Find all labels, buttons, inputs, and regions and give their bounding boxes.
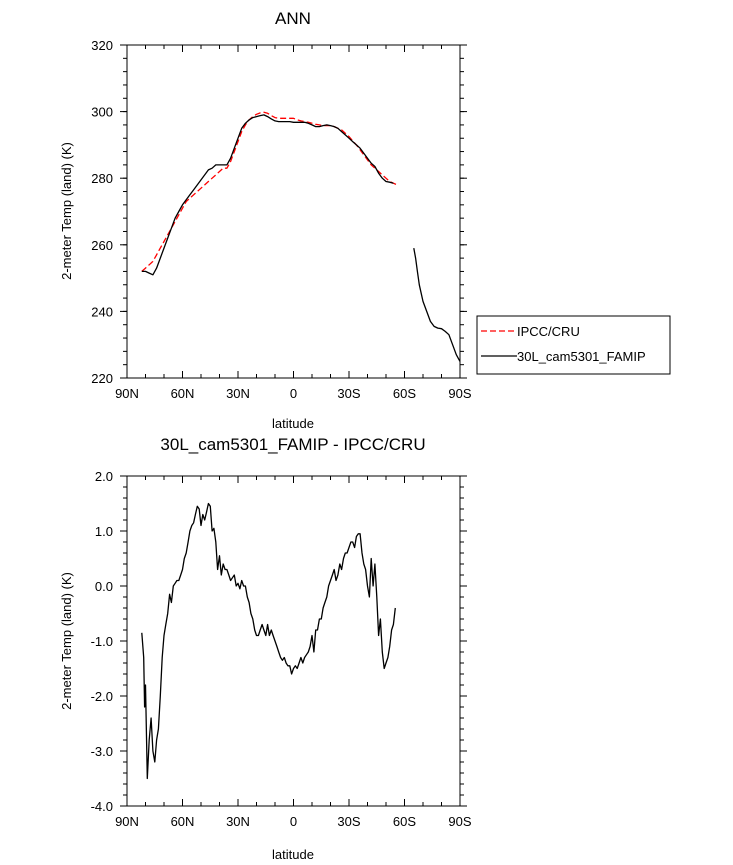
legend-label-ipcc-cru: IPCC/CRU [517, 324, 580, 339]
y-tick-label: 300 [91, 105, 113, 120]
series-line-30l-cam5301-famip [413, 247, 461, 362]
x-tick-label: 30S [337, 386, 360, 401]
legend-label-model: 30L_cam5301_FAMIP [517, 349, 646, 364]
y-tick-label: 0.0 [95, 579, 113, 594]
series-line-ipcc-cru [141, 111, 398, 272]
x-tick-label: 90N [115, 386, 139, 401]
x-tick-label: 60S [393, 814, 416, 829]
y-tick-label: -4.0 [91, 799, 113, 814]
y-tick-label: 260 [91, 238, 113, 253]
plot-frame [126, 475, 461, 807]
y-axis-label: 2-meter Temp (land) (K) [59, 572, 74, 710]
panel-annual-temperature: ANN 90N 60N 30N 0 30S 60S 90S 220 240 260 280 300 32… [59, 9, 472, 431]
y-tick-label: 280 [91, 171, 113, 186]
y-tick-label: -3.0 [91, 744, 113, 759]
y-tick-label: 1.0 [95, 524, 113, 539]
y-tick-label: -2.0 [91, 689, 113, 704]
y-tick-label: 320 [91, 38, 113, 53]
legend: IPCC/CRU 30L_cam5301_FAMIP [476, 315, 671, 375]
series-lines [141, 111, 461, 362]
x-tick-label: 30N [226, 386, 250, 401]
legend-box [476, 315, 671, 375]
x-tick-label: 0 [290, 386, 297, 401]
x-axis-label: latitude [272, 847, 314, 862]
series-lines [141, 502, 396, 780]
x-tick-label: 60N [171, 386, 195, 401]
x-tick-label: 90N [115, 814, 139, 829]
y-tick-label: 220 [91, 371, 113, 386]
y-tick-label: 2.0 [95, 469, 113, 484]
x-tick-label: 90S [448, 386, 471, 401]
series-line-30l-cam5301-famip [141, 114, 394, 276]
x-tick-label: 60S [393, 386, 416, 401]
y-tick-label: -1.0 [91, 634, 113, 649]
series-line-difference [141, 502, 396, 780]
x-tick-label: 30S [337, 814, 360, 829]
x-tick-label: 90S [448, 814, 471, 829]
y-axis-label: 2-meter Temp (land) (K) [59, 142, 74, 280]
y-tick-label: 240 [91, 304, 113, 319]
plot-frame [126, 44, 461, 379]
panel-difference: 30L_cam5301_FAMIP - IPCC/CRU 90N 60N 30N 0 3… [59, 435, 472, 862]
x-tick-label: 30N [226, 814, 250, 829]
x-tick-label: 0 [290, 814, 297, 829]
chart-title: ANN [275, 9, 311, 28]
x-axis-label: latitude [272, 416, 314, 431]
chart-title: 30L_cam5301_FAMIP - IPCC/CRU [160, 435, 425, 454]
x-tick-label: 60N [171, 814, 195, 829]
